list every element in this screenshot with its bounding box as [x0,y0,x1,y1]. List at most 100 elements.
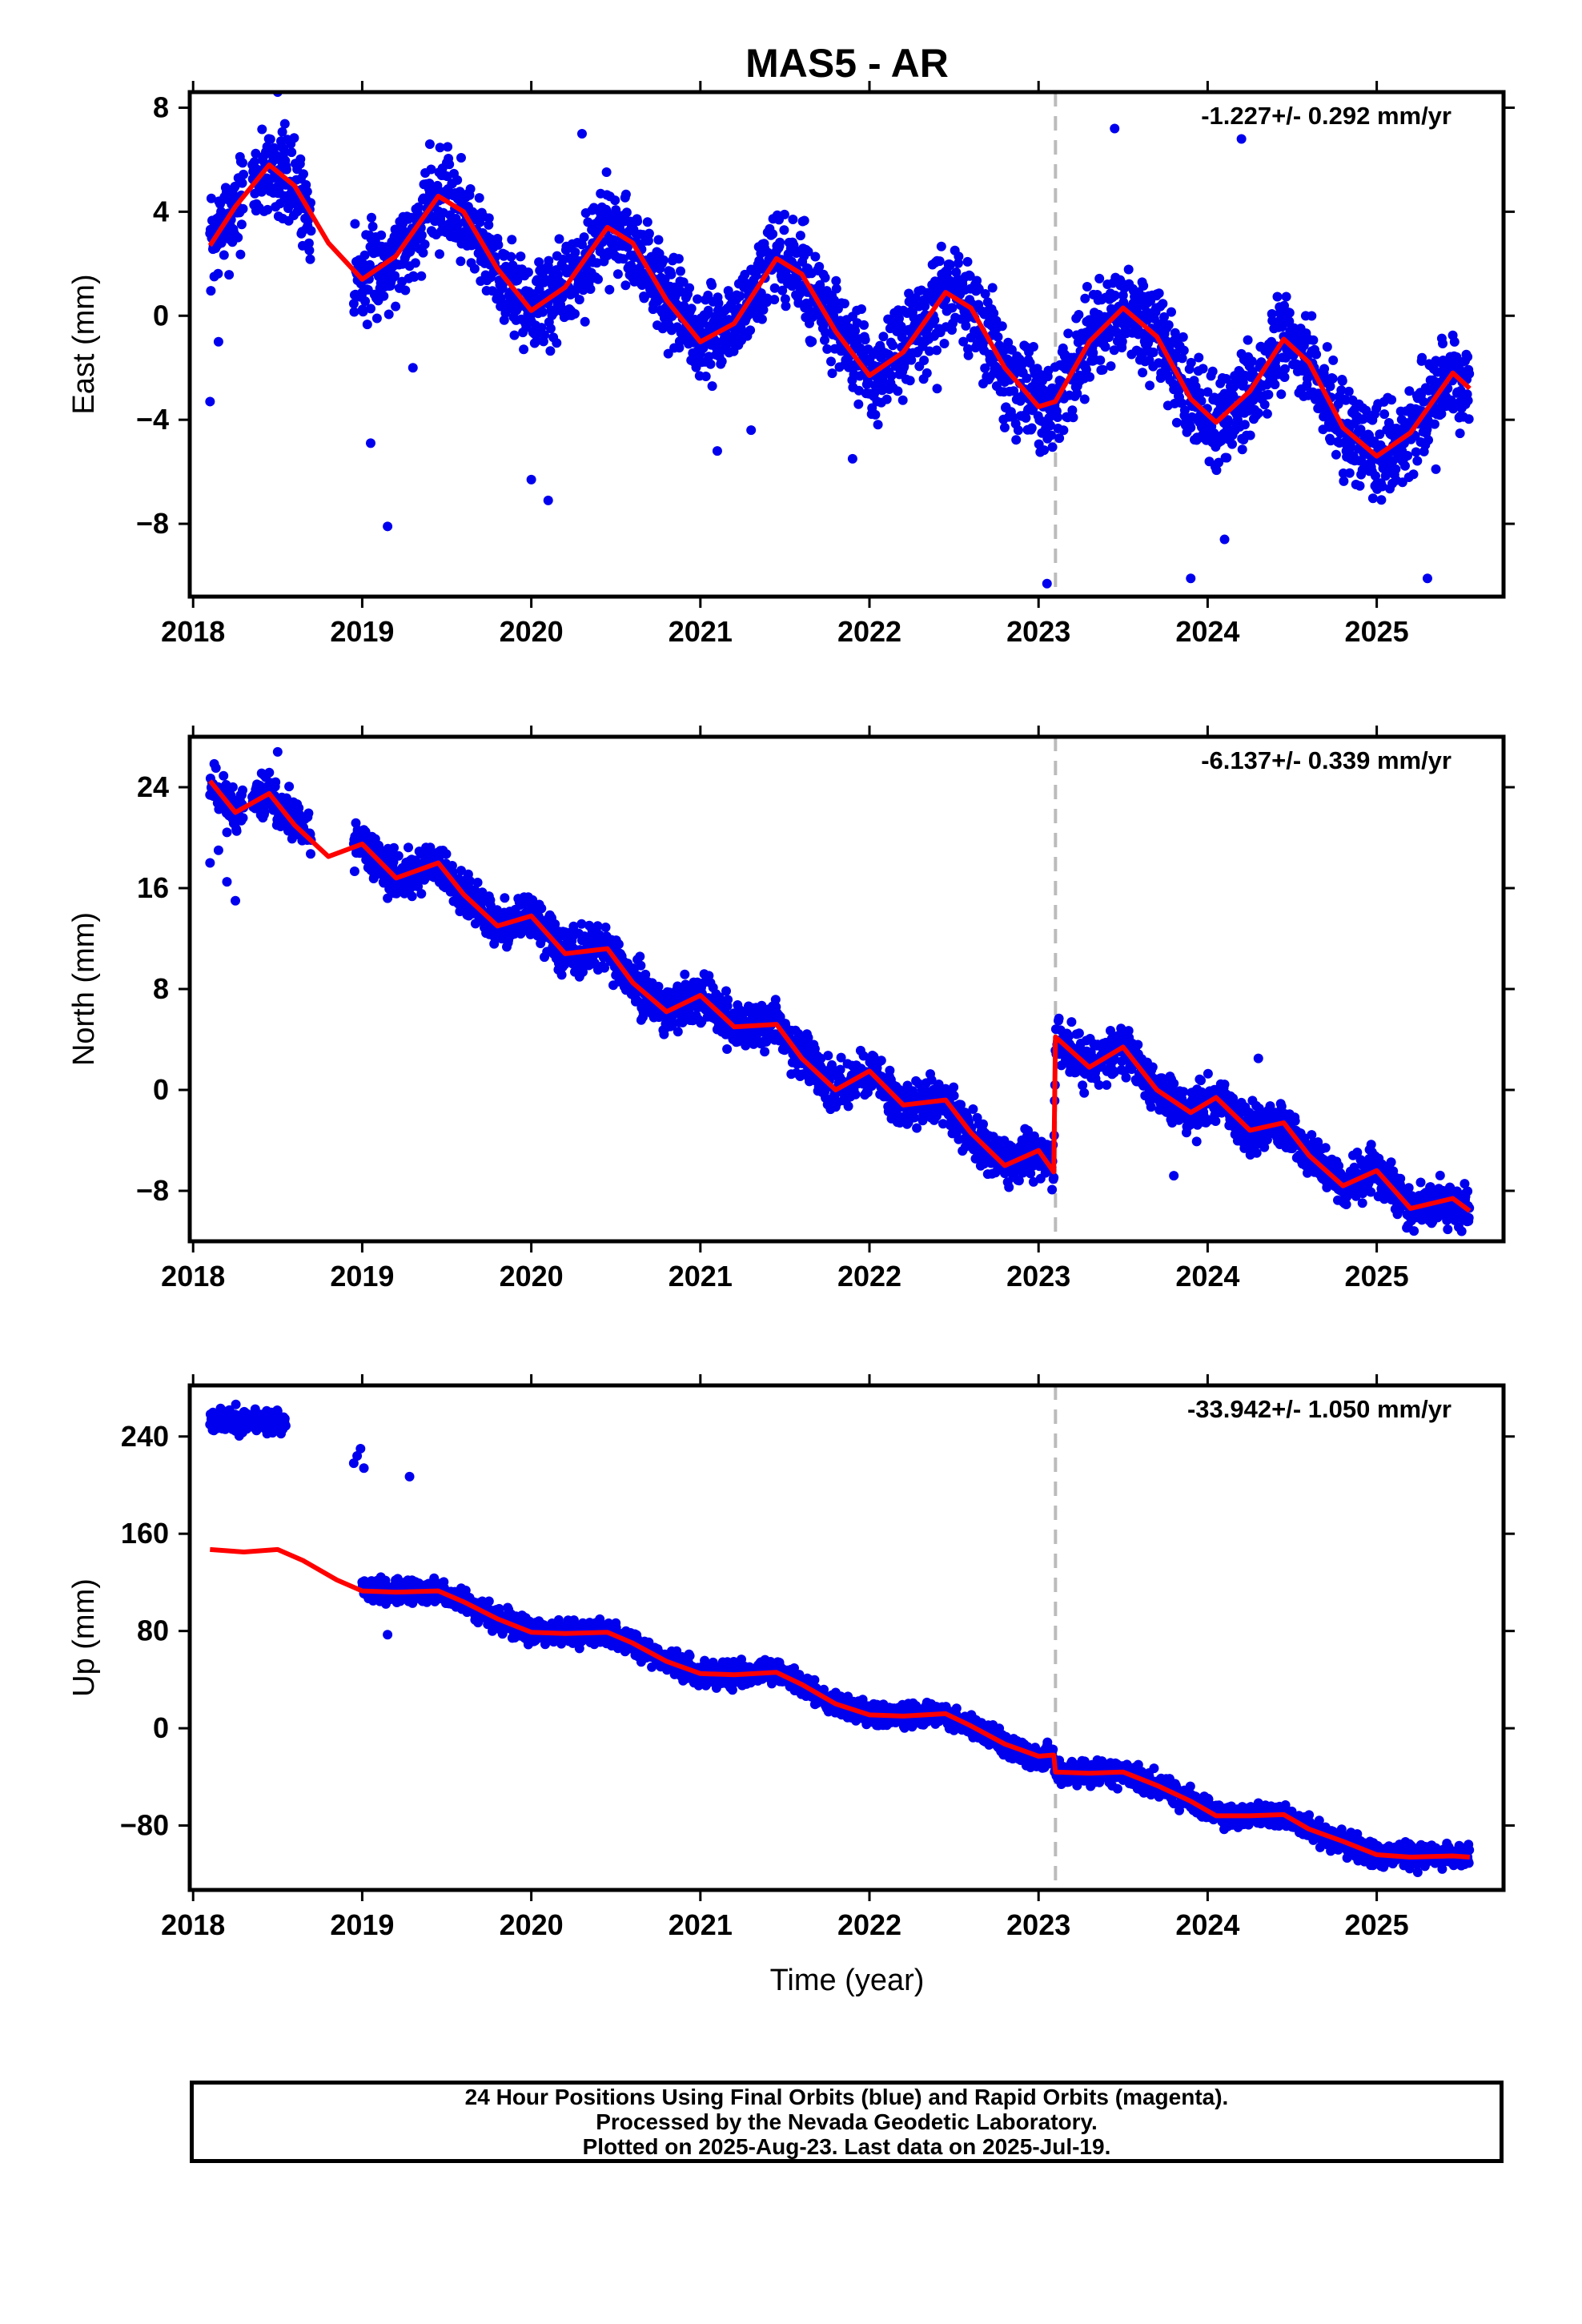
data-point [425,842,436,853]
data-point [1186,357,1196,368]
data-point [888,340,898,351]
data-point [1053,412,1062,422]
data-point [1455,428,1465,439]
data-point [1054,1013,1064,1023]
data-point [426,164,436,175]
data-point [404,842,413,853]
data-point [235,249,246,259]
data-point-outlier [712,446,722,456]
data-point [873,420,883,430]
data-point [383,893,393,903]
data-point [227,782,238,792]
data-point [1067,405,1078,416]
data-point [1237,444,1247,455]
data-point [358,307,368,317]
data-point-outlier [213,336,223,347]
data-point-outlier [408,363,418,373]
data-point [636,960,646,971]
data-point [1110,290,1120,300]
data-point [238,813,248,823]
data-point [1003,337,1014,348]
data-point [390,271,400,281]
data-points [205,746,1475,1236]
data-point [781,301,791,312]
data-point [961,320,971,331]
data-point [539,277,549,287]
data-point [1222,452,1232,463]
data-point [1138,280,1149,291]
x-tick-label: 2022 [837,615,901,648]
data-point [1064,1031,1074,1041]
data-point [814,262,825,271]
data-point [870,409,881,420]
data-point [770,995,781,1005]
data-point [484,219,494,230]
data-point [1355,480,1365,491]
y-axis-label: East (mm) [67,274,101,414]
data-point [435,249,444,259]
data-point [360,296,371,307]
data-point [721,986,731,996]
data-point [680,969,690,979]
data-point [1011,435,1022,445]
data-point [757,1000,767,1011]
data-point [820,272,830,283]
data-point [904,288,914,299]
data-point [516,251,526,262]
data-point [302,187,312,197]
data-point [1343,386,1354,396]
data-point [1262,408,1272,419]
data-point [231,826,242,836]
data-point [269,143,279,153]
data-point [593,274,603,284]
data-point [869,388,880,398]
data-point [1232,415,1243,424]
y-tick-label: 8 [153,90,169,123]
data-point [452,175,463,185]
data-point [249,157,259,167]
x-tick-label: 2020 [500,615,564,648]
data-point [456,153,466,163]
data-point [921,368,932,378]
data-point [592,258,602,268]
data-point [803,247,813,257]
data-point [1412,456,1423,466]
y-tick-label: 0 [153,299,169,332]
data-point [621,207,632,218]
data-point [418,247,428,258]
data-point [219,250,229,260]
data-point [795,231,805,241]
data-point [836,1052,846,1063]
data-point [577,239,587,250]
data-point [953,258,963,268]
data-point [537,307,548,317]
data-point [472,878,483,887]
data-point [1039,445,1050,456]
data-point [465,184,476,194]
data-point [1178,332,1188,342]
data-point [1328,355,1339,365]
data-point [367,221,378,231]
data-point [997,321,1007,332]
data-point [306,849,315,859]
data-point [413,882,424,891]
data-point [1145,380,1155,391]
data-point [1411,447,1421,457]
data-point [1102,1080,1112,1090]
data-point [905,376,915,386]
data-point-outlier [526,474,536,485]
data-point [1223,416,1234,427]
data-point [1010,1167,1021,1177]
data-point [525,929,536,939]
data-point [287,147,297,158]
data-point [1367,493,1378,504]
data-point [224,270,235,280]
data-point-outlier [847,453,857,464]
data-point [1243,335,1253,345]
data-point [1154,288,1164,299]
data-point [507,235,517,245]
data-point [1080,293,1090,304]
data-point [236,219,247,230]
